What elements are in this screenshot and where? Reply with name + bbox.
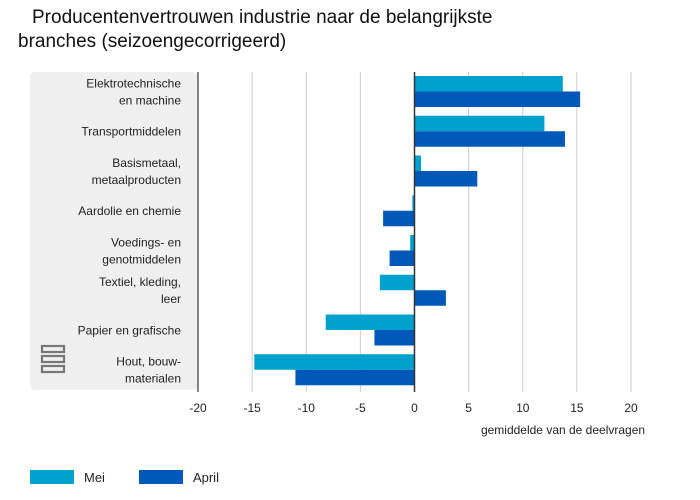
category-label: Voedings- en genotmiddelen — [102, 235, 181, 266]
bar-mei-6 — [325, 314, 415, 330]
x-axis-ticks: -20 -15 -10 -5 0 5 10 15 20 — [189, 401, 638, 415]
x-tick-label: -5 — [355, 401, 366, 415]
category-label: Transportmiddelen — [81, 125, 181, 139]
bar-mei-5 — [379, 274, 415, 291]
bar-april-6 — [374, 330, 415, 346]
legend: Mei April — [30, 466, 253, 488]
x-tick-label: -15 — [243, 401, 261, 415]
bar-april-2 — [414, 171, 478, 187]
bar-april-3 — [383, 210, 415, 227]
category-label: Papier en grafische — [78, 323, 182, 337]
legend-label-mei: Mei — [84, 469, 105, 485]
legend-item-mei: Mei — [30, 470, 105, 485]
category-label-panel — [30, 72, 198, 390]
x-tick-label: -20 — [189, 401, 207, 415]
category-label: Textiel, kleding, leer — [99, 275, 181, 306]
bar-april-0 — [414, 91, 581, 107]
category-label: Hout, bouw-materialen — [116, 355, 181, 386]
x-tick-label: 10 — [516, 401, 530, 415]
bar-mei-1 — [414, 115, 545, 132]
bar-mei-7 — [254, 354, 415, 370]
chart-title-line-1: Producentenvertrouwen industrie naar de … — [32, 7, 493, 28]
x-tick-label: 20 — [624, 401, 638, 415]
bar-april-7 — [295, 369, 415, 386]
legend-label-april: April — [192, 469, 219, 485]
cbs-logo-icon — [40, 344, 66, 374]
x-tick-label: 5 — [465, 401, 472, 415]
bar-mei-4 — [410, 235, 415, 251]
category-label: Elektrotechnische en machine — [86, 76, 181, 107]
x-tick-label: -10 — [298, 401, 316, 415]
bar-april-5 — [414, 290, 446, 306]
chart-title: Producentenvertrouwen industrie naar de … — [18, 6, 678, 54]
category-label: Aardolie en chemie — [78, 204, 181, 218]
legend-item-april: April — [138, 469, 219, 485]
bars — [197, 72, 581, 392]
bar-mei-3 — [412, 195, 415, 211]
x-tick-label: 0 — [411, 401, 418, 415]
bar-april-1 — [414, 131, 565, 147]
x-axis-label: gemiddelde van de deelvragen — [481, 423, 645, 437]
legend-swatch-mei — [30, 470, 74, 484]
bar-chart: Elektrotechnische en machine Transportmidd… — [30, 72, 645, 437]
chart-title-line-2: branches (seizoengecorrigeerd) — [18, 31, 287, 52]
bar-mei-0 — [414, 76, 563, 92]
category-labels: Elektrotechnische en machine Transportmidd… — [78, 76, 182, 385]
x-tick-label: 15 — [570, 401, 584, 415]
category-label: Basismetaal, metaalproducten — [92, 156, 181, 187]
bar-april-4 — [389, 250, 415, 266]
bar-mei-2 — [414, 155, 421, 171]
legend-swatch-april — [138, 470, 183, 484]
